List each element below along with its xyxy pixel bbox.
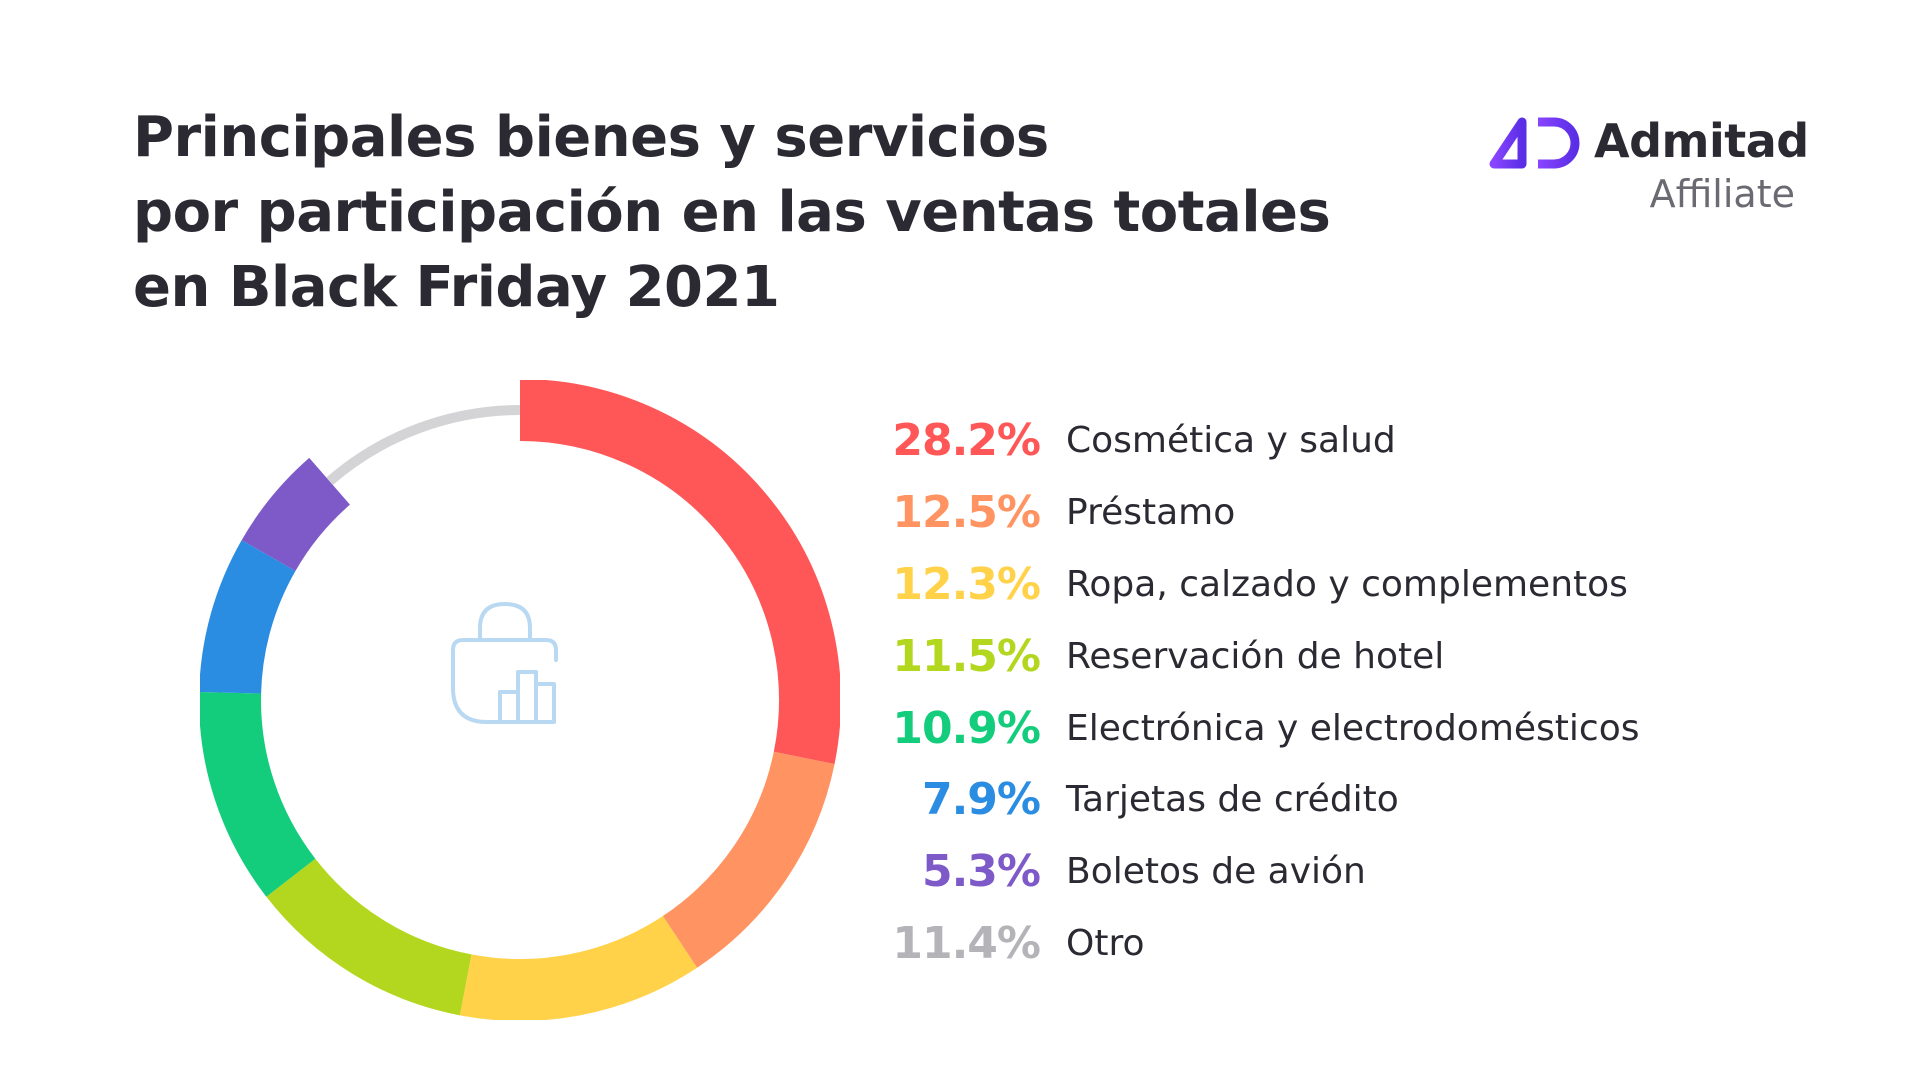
legend-item: 12.5% Préstamo bbox=[880, 477, 1780, 549]
chart-title-line-2: por participación en las ventas totales bbox=[133, 180, 1331, 245]
donut-segment bbox=[200, 540, 296, 695]
legend-label: Otro bbox=[1066, 922, 1145, 964]
legend-item: 10.9% Electrónica y electrodomésticos bbox=[880, 692, 1780, 764]
brand-name: Admitad bbox=[1594, 114, 1809, 168]
chart-legend: 28.2% Cosmética y salud 12.5% Préstamo 12.3%… bbox=[880, 405, 1780, 979]
donut-segment bbox=[662, 751, 835, 968]
donut-chart bbox=[200, 380, 840, 1020]
legend-value: 7.9% bbox=[921, 774, 1041, 826]
legend-label: Boletos de avión bbox=[1066, 851, 1366, 893]
donut-segment bbox=[459, 915, 698, 1020]
legend-item: 11.5% Reservación de hotel bbox=[880, 620, 1780, 692]
legend-label: Electrónica y electrodomésticos bbox=[1066, 707, 1640, 749]
chart-title-line-1: Principales bienes y servicios bbox=[133, 105, 1049, 170]
legend-value: 28.2% bbox=[892, 415, 1041, 467]
chart-title-line-3: en Black Friday 2021 bbox=[133, 255, 780, 320]
brand-subtitle: Affiliate bbox=[1649, 172, 1795, 216]
legend-value: 11.4% bbox=[892, 917, 1041, 969]
donut-segment bbox=[200, 691, 316, 897]
legend-value: 5.3% bbox=[921, 846, 1041, 898]
legend-label: Reservación de hotel bbox=[1066, 635, 1445, 677]
legend-item: 11.4% Otro bbox=[880, 908, 1780, 980]
donut-segment bbox=[326, 405, 521, 486]
legend-item: 5.3% Boletos de avión bbox=[880, 836, 1780, 908]
legend-item: 7.9% Tarjetas de crédito bbox=[880, 764, 1780, 836]
legend-label: Ropa, calzado y complementos bbox=[1066, 563, 1628, 605]
legend-item: 28.2% Cosmética y salud bbox=[880, 405, 1780, 477]
donut-segment bbox=[519, 380, 840, 765]
legend-item: 12.3% Ropa, calzado y complementos bbox=[880, 549, 1780, 621]
shopping-bag-chart-icon bbox=[451, 602, 558, 724]
chart-title: Principales bienes y servicios por parti… bbox=[133, 100, 1331, 325]
legend-value: 12.3% bbox=[892, 558, 1041, 610]
legend-label: Tarjetas de crédito bbox=[1066, 779, 1399, 821]
donut-segment bbox=[241, 457, 351, 572]
legend-value: 11.5% bbox=[892, 630, 1041, 682]
donut-segment bbox=[266, 858, 473, 1016]
legend-value: 10.9% bbox=[892, 702, 1041, 754]
legend-value: 12.5% bbox=[892, 487, 1041, 539]
legend-label: Cosmética y salud bbox=[1066, 420, 1396, 462]
brand-logo: Admitad Affiliate bbox=[1488, 110, 1809, 220]
admitad-ad-logo-icon bbox=[1489, 117, 1580, 169]
legend-label: Préstamo bbox=[1066, 492, 1236, 534]
